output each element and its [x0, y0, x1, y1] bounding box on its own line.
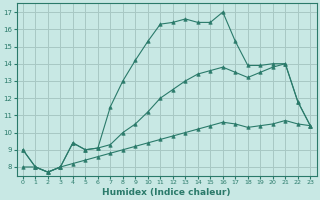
X-axis label: Humidex (Indice chaleur): Humidex (Indice chaleur) — [102, 188, 231, 197]
